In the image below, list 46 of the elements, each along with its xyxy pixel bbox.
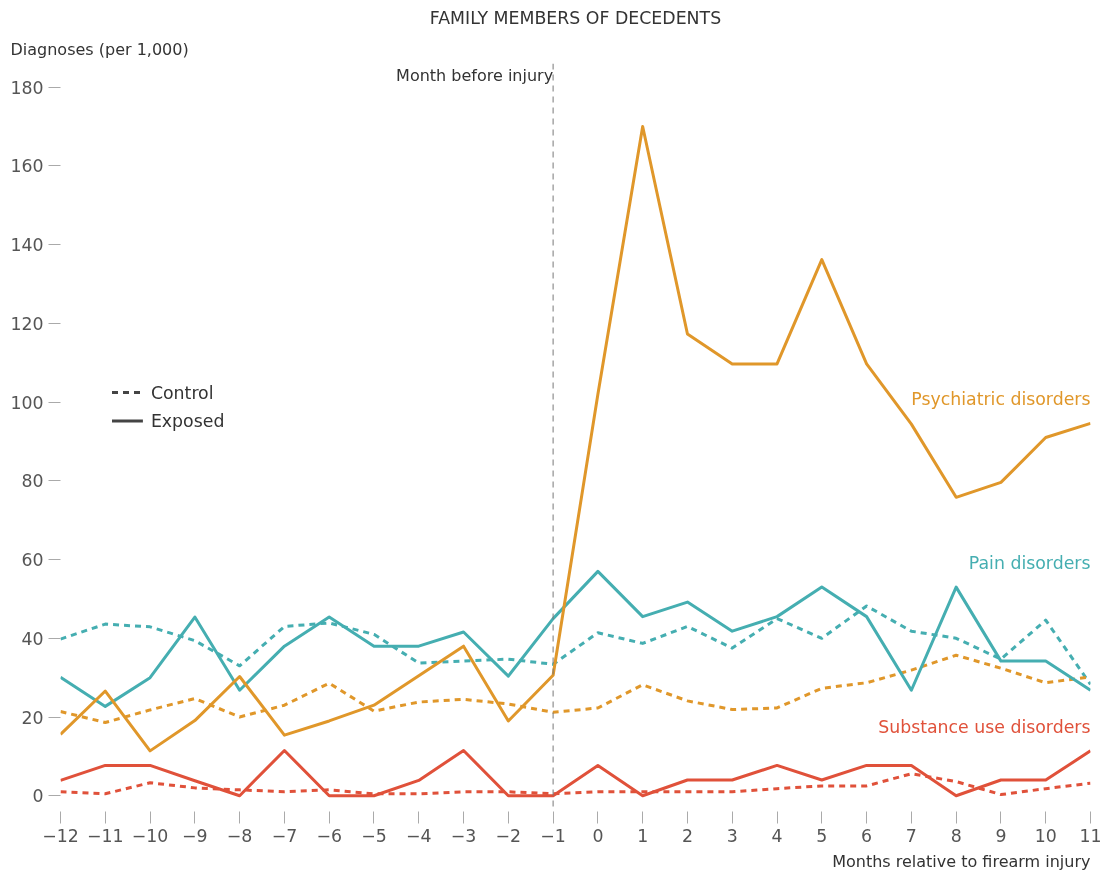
y-tick-label: 140: [10, 235, 44, 256]
x-axis-title: Months relative to firearm injury: [832, 851, 1091, 871]
x-tick-label: 10: [1034, 825, 1057, 846]
x-tick-label: −7: [271, 825, 298, 846]
x-tick-label: 6: [861, 825, 873, 846]
line-series: [60, 748, 1091, 798]
x-tick-label: 8: [950, 825, 962, 846]
series-label: Psychiatric disorders: [911, 389, 1091, 410]
x-tick-label: −9: [182, 825, 208, 846]
x-tick-label: −4: [405, 825, 432, 846]
chart-title: FAMILY MEMBERS OF DECEDENTS: [429, 7, 722, 28]
x-tick-label: −1: [540, 825, 566, 846]
y-axis-title: Diagnoses (per 1,000): [10, 39, 189, 59]
x-tick-label: −3: [450, 825, 477, 846]
annotation: Control: [150, 382, 214, 403]
y-tick-label: 80: [21, 471, 44, 492]
annotation: Exposed: [150, 411, 225, 432]
ref-line-label: Month before injury: [396, 65, 554, 85]
x-tick-label: 9: [995, 825, 1007, 846]
x-tick-label: −10: [131, 825, 169, 846]
x-tick-label: 11: [1079, 825, 1102, 846]
y-tick-label: 20: [21, 707, 44, 728]
x-tick-label: −5: [361, 825, 387, 846]
x-tick-label: −11: [87, 825, 124, 846]
y-tick-label: 120: [10, 313, 44, 334]
x-tick-label: 2: [681, 825, 693, 846]
x-tick-label: 5: [816, 825, 828, 846]
x-tick-label: −8: [226, 825, 253, 846]
series-label: Pain disorders: [968, 553, 1091, 574]
x-tick-label: −6: [316, 825, 342, 846]
y-tick-label: 160: [10, 156, 44, 177]
y-tick-label: 180: [10, 77, 44, 98]
x-tick-label: 4: [771, 825, 783, 846]
line-series: [60, 124, 1091, 753]
x-tick-label: 3: [726, 825, 738, 846]
x-tick-label: −12: [42, 825, 79, 846]
series-label: Substance use disorders: [878, 716, 1091, 737]
x-tick-label: 7: [905, 825, 917, 846]
y-tick-label: 60: [21, 550, 44, 571]
y-tick-label: 100: [10, 392, 44, 413]
x-tick-label: −2: [495, 825, 522, 846]
y-tick-label: 40: [21, 628, 44, 649]
y-tick-label: 0: [32, 786, 44, 807]
line-series: [60, 569, 1091, 708]
x-tick-label: 1: [637, 825, 649, 846]
x-tick-label: 0: [592, 825, 604, 846]
